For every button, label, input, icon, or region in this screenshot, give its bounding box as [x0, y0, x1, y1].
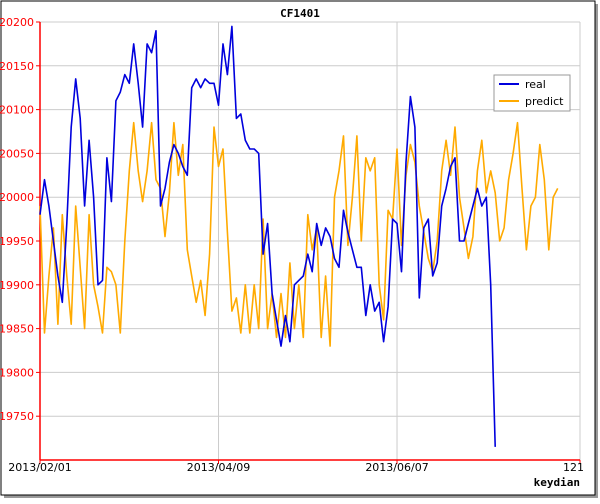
y-tick-label: 20200	[0, 16, 34, 29]
series-line-real	[39, 25, 496, 447]
legend-box	[493, 74, 571, 112]
grid-lines	[39, 21, 581, 460]
y-tick-label: 20050	[0, 147, 34, 160]
y-tick-label: 20000	[0, 191, 34, 204]
x-tick-labels: 2013/02/01 2013/04/09 2013/06/07 121	[8, 461, 584, 474]
y-tick-label: 20150	[0, 60, 34, 73]
legend-label-real: real	[525, 78, 546, 91]
y-tick-label: 19850	[0, 323, 34, 336]
x-tick-label: 121	[563, 461, 584, 474]
y-tick-label: 19800	[0, 366, 34, 379]
y-tick-label: 19900	[0, 279, 34, 292]
y-tick-label: 20100	[0, 104, 34, 117]
x-tick-label: 2013/06/07	[365, 461, 428, 474]
y-tick-labels: 19750 19800 19850 19900 19950 20000 20050 20100…	[0, 16, 34, 423]
x-axis-label: keydian	[534, 476, 580, 489]
y-tick-label: 19750	[0, 410, 34, 423]
y-tick-label: 19950	[0, 235, 34, 248]
series-lines	[39, 25, 559, 447]
legend-label-predict: predict	[525, 95, 564, 108]
legend: real predict	[493, 74, 571, 112]
series-line-predict	[39, 121, 559, 347]
x-tick-label: 2013/02/01	[8, 461, 71, 474]
chart-title: CF1401	[280, 7, 320, 20]
x-tick-label: 2013/04/09	[187, 461, 250, 474]
axes	[36, 21, 581, 464]
